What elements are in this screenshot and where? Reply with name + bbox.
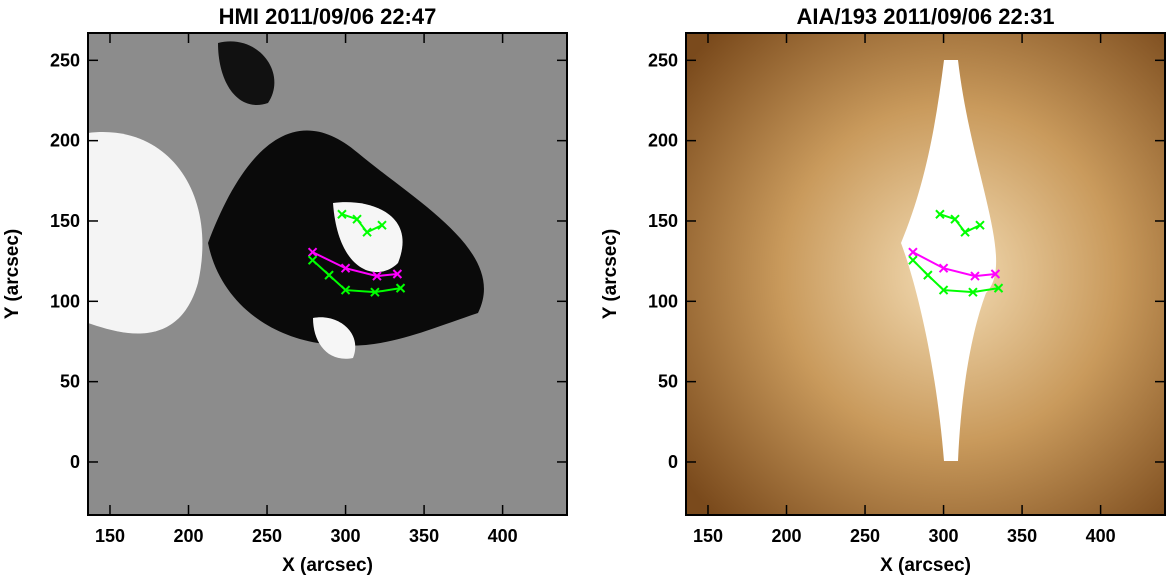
x-axis-label: X (arcsec) xyxy=(282,555,373,576)
series-line xyxy=(312,251,398,278)
point-marker xyxy=(377,220,387,230)
panel-image xyxy=(88,33,567,515)
point-marker xyxy=(975,220,985,230)
y-tick-label: 0 xyxy=(668,452,678,472)
point-marker xyxy=(968,287,978,297)
y-tick-label: 150 xyxy=(648,211,678,231)
y-axis-label: Y (arcsec) xyxy=(2,229,23,320)
point-marker xyxy=(307,255,318,265)
x-tick-label: 350 xyxy=(1007,526,1037,546)
point-marker xyxy=(362,227,372,237)
x-tick-label: 350 xyxy=(409,526,439,546)
y-tick-label: 250 xyxy=(648,50,678,70)
y-tick-label: 100 xyxy=(50,291,80,311)
plot-frame xyxy=(87,32,568,516)
image-black-region xyxy=(218,41,275,105)
point-marker xyxy=(337,209,347,219)
point-marker xyxy=(938,263,949,273)
point-marker xyxy=(990,269,1001,279)
point-marker xyxy=(307,247,318,257)
y-tick-label: 150 xyxy=(50,211,80,231)
image-white-region xyxy=(333,202,403,273)
x-tick-label: 300 xyxy=(331,526,361,546)
x-tick-label: 300 xyxy=(929,526,959,546)
x-tick-label: 150 xyxy=(693,526,723,546)
x-tick-label: 200 xyxy=(771,526,801,546)
y-tick-label: 100 xyxy=(648,291,678,311)
point-marker xyxy=(908,255,918,265)
point-marker xyxy=(370,287,380,297)
image-white-region xyxy=(88,132,203,334)
point-marker xyxy=(923,270,933,280)
x-tick-label: 200 xyxy=(173,526,203,546)
x-axis-label: X (arcsec) xyxy=(880,555,971,576)
series-line xyxy=(912,251,996,278)
chart-title: HMI 2011/09/06 22:47 xyxy=(219,4,437,29)
point-marker xyxy=(392,269,403,279)
point-marker xyxy=(908,247,918,257)
y-tick-label: 200 xyxy=(648,131,678,151)
x-tick-label: 150 xyxy=(95,526,125,546)
point-marker xyxy=(340,263,351,273)
chart-title: AIA/193 2011/09/06 22:31 xyxy=(796,4,1054,29)
x-tick-label: 250 xyxy=(850,526,880,546)
point-marker xyxy=(950,214,960,224)
series-line xyxy=(939,213,981,234)
point-marker xyxy=(935,209,945,219)
image-saturated-region xyxy=(901,60,997,461)
point-marker xyxy=(970,271,980,281)
point-marker xyxy=(352,214,362,224)
point-marker xyxy=(960,227,970,237)
x-tick-label: 400 xyxy=(488,526,518,546)
y-axis-label: Y (arcsec) xyxy=(600,229,621,320)
y-tick-label: 50 xyxy=(60,372,80,392)
plot-frame xyxy=(685,32,1166,516)
x-tick-label: 250 xyxy=(252,526,282,546)
point-marker xyxy=(395,283,406,293)
y-tick-label: 50 xyxy=(658,372,678,392)
point-marker xyxy=(372,271,382,281)
series-line xyxy=(341,213,383,234)
y-tick-label: 250 xyxy=(50,50,80,70)
point-marker xyxy=(993,283,1004,293)
point-marker xyxy=(340,285,351,295)
point-marker xyxy=(938,285,949,295)
point-marker xyxy=(324,270,334,280)
image-white-region xyxy=(313,317,356,359)
y-tick-label: 200 xyxy=(50,131,80,151)
x-tick-label: 400 xyxy=(1086,526,1116,546)
y-tick-label: 0 xyxy=(70,452,80,472)
